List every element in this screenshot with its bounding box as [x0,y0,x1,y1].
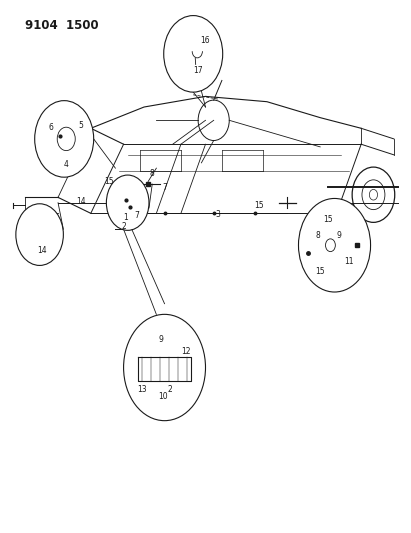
Text: 16: 16 [200,36,210,45]
Circle shape [124,314,206,421]
Text: 6: 6 [48,123,53,132]
Circle shape [106,175,149,230]
Circle shape [164,15,223,92]
Text: 15: 15 [315,268,325,276]
Text: 8: 8 [150,169,155,179]
Text: 12: 12 [181,347,191,356]
Text: 8: 8 [316,231,321,240]
Text: 2: 2 [167,385,172,394]
Text: 10: 10 [159,392,168,401]
Text: 7: 7 [134,212,139,221]
Text: 5: 5 [78,121,83,130]
Text: 14: 14 [37,246,46,255]
Text: 9: 9 [336,231,341,240]
Circle shape [16,204,63,265]
Text: 9: 9 [158,335,163,344]
Text: 14: 14 [76,197,85,206]
Text: 13: 13 [137,385,147,394]
Text: 15: 15 [104,177,114,186]
Text: 4: 4 [64,160,69,169]
Text: 2: 2 [121,222,126,231]
Text: 3: 3 [215,211,220,220]
Text: 1: 1 [123,213,128,222]
Text: 7: 7 [162,183,167,192]
Text: 17: 17 [193,67,203,75]
Circle shape [35,101,94,177]
Text: 9104  1500: 9104 1500 [25,19,99,33]
Text: 15: 15 [254,201,263,210]
Circle shape [298,198,371,292]
Text: 15: 15 [323,215,333,224]
Text: 11: 11 [344,257,353,265]
